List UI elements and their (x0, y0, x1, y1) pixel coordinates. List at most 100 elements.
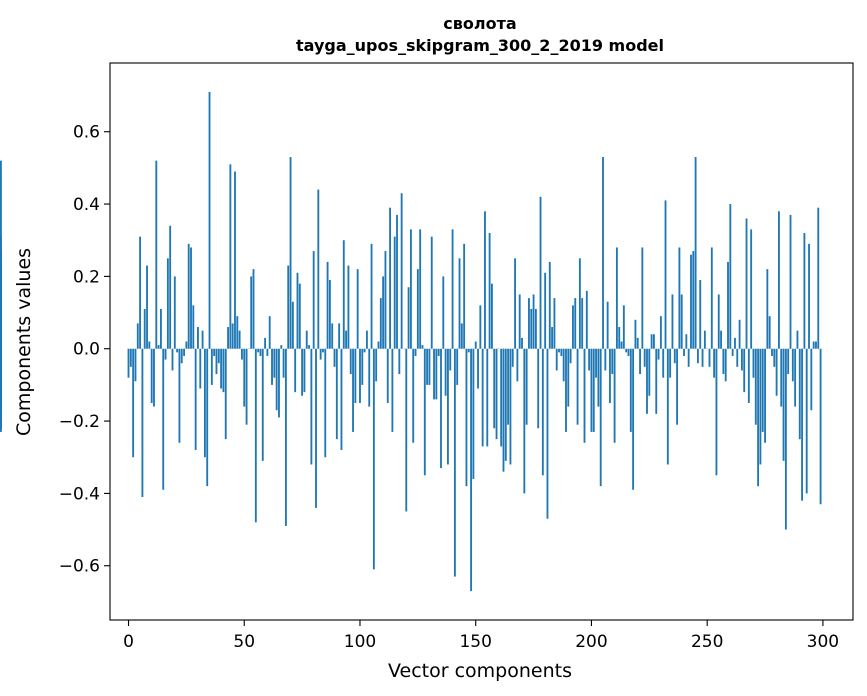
bar-176 (534, 308, 537, 349)
bar-260 (729, 204, 732, 349)
bar-69 (287, 265, 290, 349)
bar-122 (409, 229, 412, 349)
bar-83 (319, 348, 322, 360)
bar-31 (199, 348, 202, 389)
bar-65 (278, 348, 280, 418)
bar-215 (625, 348, 628, 353)
bar-131 (430, 236, 433, 349)
bar-150 (474, 341, 477, 349)
y-tick-label: 0.4 (73, 195, 100, 215)
bar-97 (352, 348, 354, 432)
bar-254 (715, 348, 718, 476)
bar-89 (333, 348, 336, 367)
bar-259 (727, 261, 729, 349)
bar-153 (481, 348, 484, 447)
bar-127 (421, 345, 424, 349)
bar-106 (372, 348, 375, 570)
bar-54 (252, 269, 255, 349)
bar-18 (169, 225, 172, 349)
bar-269 (750, 229, 753, 349)
bar-280 (775, 348, 778, 396)
bar-130 (428, 348, 431, 385)
bar-204 (599, 348, 602, 487)
bar-230 (659, 316, 662, 349)
bar-76 (303, 348, 306, 393)
bar-114 (391, 348, 394, 432)
x-tick-label: 0 (123, 632, 134, 652)
bar-219 (634, 319, 637, 349)
x-tick-label: 300 (807, 632, 839, 652)
bar-96 (349, 348, 352, 375)
bar-187 (560, 348, 563, 356)
bar-140 (451, 229, 454, 349)
bar-294 (808, 243, 810, 349)
bar-216 (627, 348, 630, 356)
bar-72 (294, 348, 297, 393)
bar-273 (759, 348, 762, 465)
bar-90 (335, 348, 338, 440)
bar-110 (382, 276, 385, 349)
bar-81 (315, 348, 317, 508)
bar-146 (465, 348, 468, 487)
bar-264 (738, 319, 741, 349)
bar-143 (458, 258, 461, 349)
bar-85 (324, 348, 327, 458)
bar-194 (576, 348, 579, 425)
bar-100 (359, 348, 361, 403)
bar-299 (819, 348, 822, 505)
bar-208 (609, 348, 611, 403)
bar-222 (641, 247, 644, 349)
bar-25 (185, 341, 188, 349)
bar-16 (164, 348, 167, 360)
bar-46 (234, 171, 236, 349)
bar-282 (780, 348, 783, 407)
bar-undefined (0, 348, 2, 429)
bar-82 (317, 189, 320, 349)
bar-35 (208, 91, 211, 349)
y-axis-label: Components values (13, 248, 35, 436)
bar-48 (238, 330, 241, 349)
bar-268 (747, 348, 750, 403)
bar-95 (347, 265, 350, 349)
bar-234 (669, 348, 672, 378)
bar-272 (757, 348, 760, 487)
bar-168 (516, 348, 519, 382)
bar-191 (569, 348, 572, 364)
bar-276 (766, 269, 769, 349)
bar-225 (648, 348, 651, 396)
y-axis-ticks: −0.6 −0.4 −0.2 0.0 0.2 0.4 0.6 (59, 123, 110, 577)
bar-0 (127, 348, 130, 378)
bar-258 (724, 348, 727, 382)
bar-257 (722, 348, 725, 375)
bar-108 (377, 341, 380, 349)
bar-243 (690, 254, 692, 349)
bar-291 (801, 348, 803, 501)
bar-147 (467, 348, 470, 353)
bar-181 (546, 348, 549, 519)
bar-287 (791, 348, 794, 382)
bar-179 (541, 348, 544, 476)
bar-37 (213, 348, 216, 356)
bar-14 (160, 308, 162, 349)
bar-221 (639, 348, 641, 375)
chart-subtitle: tayga_upos_skipgram_300_2_2019 model (296, 36, 664, 55)
bar-285 (787, 348, 790, 375)
bar-289 (796, 330, 799, 349)
bar-57 (259, 348, 262, 356)
bar-53 (250, 276, 253, 349)
bar-217 (629, 348, 632, 432)
bar-163 (504, 348, 507, 461)
bar-113 (389, 207, 391, 349)
bar-229 (657, 348, 660, 360)
bar-32 (201, 330, 204, 349)
bar-91 (338, 323, 341, 349)
bar-59 (264, 337, 267, 349)
bar-189 (565, 348, 567, 432)
bar-295 (810, 348, 813, 411)
bar-63 (273, 348, 276, 378)
bar-68 (284, 348, 287, 526)
bar-193 (574, 298, 577, 349)
bar-10 (150, 348, 153, 403)
y-tick-label: −0.6 (59, 557, 100, 577)
bar-239 (680, 294, 683, 349)
